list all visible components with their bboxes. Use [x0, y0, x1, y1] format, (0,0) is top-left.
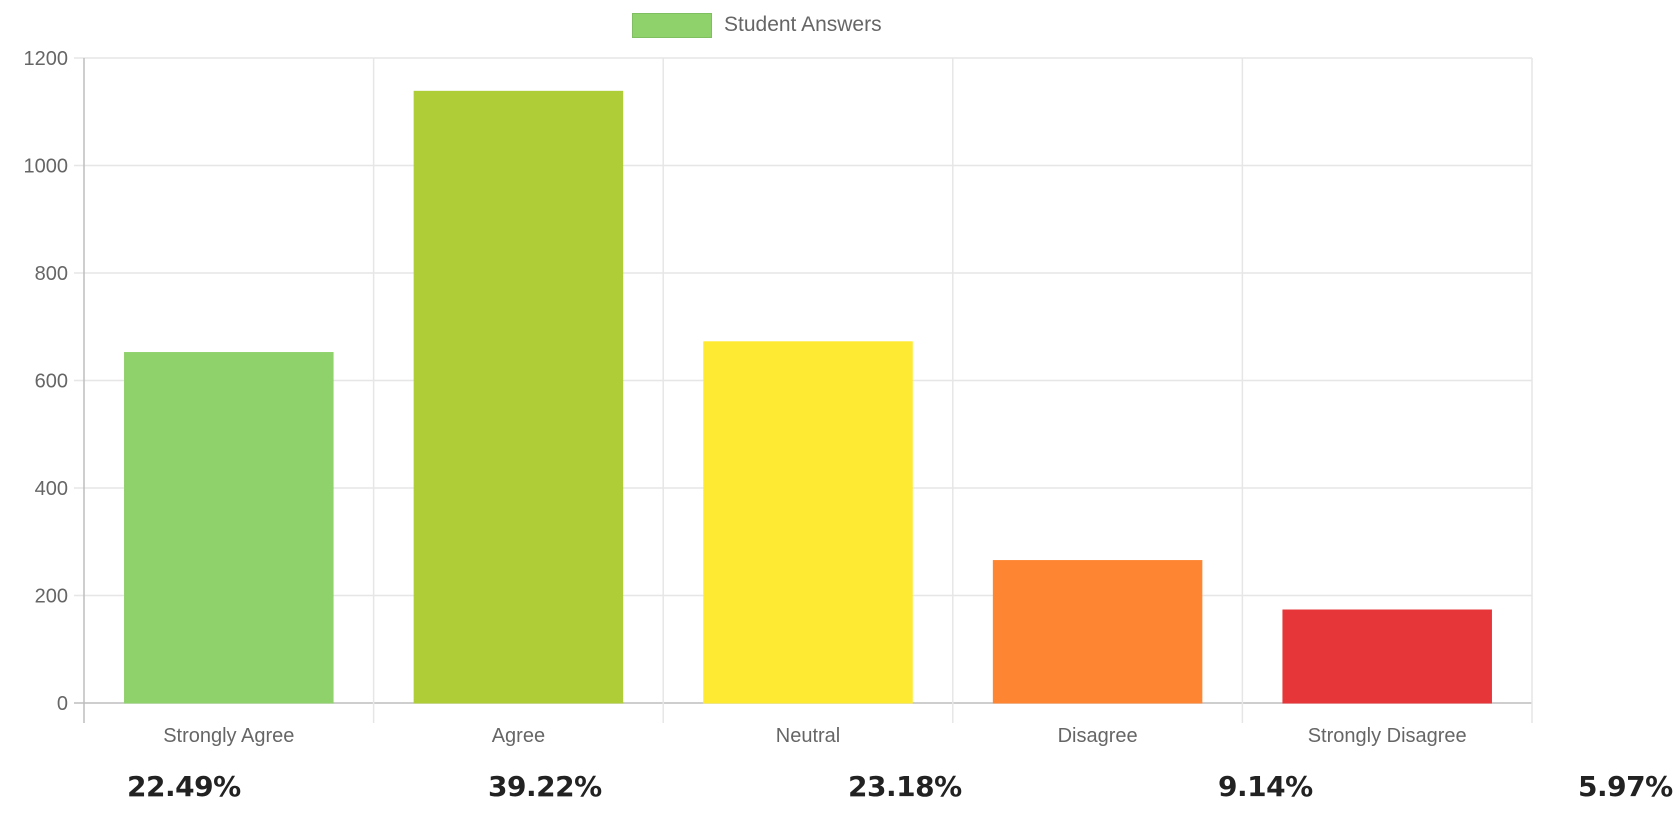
y-tick-label: 200 — [35, 586, 68, 608]
percent-label: 9.14% — [1218, 770, 1313, 803]
bar-strongly-agree[interactable] — [124, 352, 334, 704]
x-tick-label: Disagree — [1058, 725, 1138, 747]
x-tick-label: Strongly Disagree — [1308, 725, 1467, 747]
legend-swatch — [632, 12, 712, 38]
y-tick-label: 400 — [35, 478, 68, 500]
bar-agree[interactable] — [413, 90, 624, 704]
bar-disagree[interactable] — [992, 560, 1203, 704]
x-tick-label: Agree — [492, 725, 545, 747]
bar-strongly-disagree[interactable] — [1282, 609, 1492, 704]
y-tick-label: 600 — [35, 371, 68, 393]
y-tick-label: 0 — [57, 693, 68, 715]
axes: 0 200 400 600 800 1000 1200 Strongly Agree Agree… — [24, 48, 1467, 747]
bars — [124, 90, 1492, 704]
percent-label: 39.22% — [488, 770, 602, 803]
bar-neutral[interactable] — [703, 341, 913, 704]
y-tick-label: 800 — [35, 263, 68, 285]
percent-label: 5.97% — [1578, 770, 1673, 803]
percent-label: 23.18% — [848, 770, 962, 803]
grid-lines — [74, 57, 1533, 723]
legend[interactable]: Student Answers — [632, 10, 882, 40]
y-tick-label: 1200 — [24, 48, 69, 70]
x-tick-label: Strongly Agree — [163, 725, 294, 747]
y-tick-label: 1000 — [24, 156, 69, 178]
x-tick-label: Neutral — [776, 725, 840, 747]
percent-label: 22.49% — [127, 770, 241, 803]
legend-label: Student Answers — [724, 13, 882, 36]
